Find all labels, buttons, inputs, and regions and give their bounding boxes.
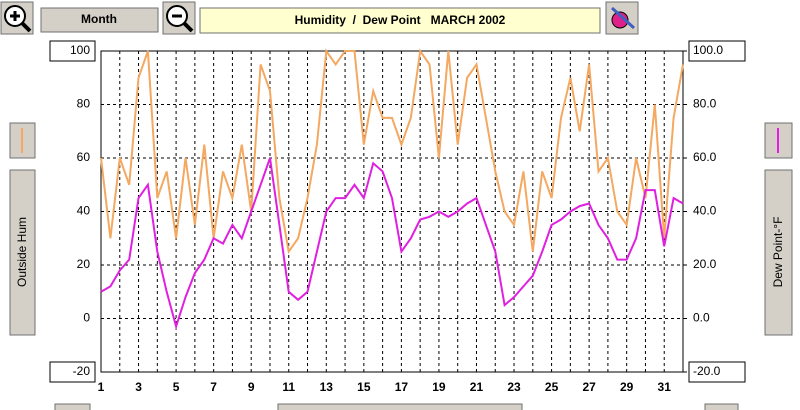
y2-tick-label: 20.0 xyxy=(693,257,717,271)
zoom-out-button[interactable] xyxy=(162,1,196,35)
y-tick-label: -20 xyxy=(73,364,91,378)
y-tick-label: 80 xyxy=(77,97,91,111)
y2-axis-label: Dew Point-°F xyxy=(771,217,785,288)
scroll-bar[interactable] xyxy=(277,403,523,410)
chart-title: Humidity / Dew Point MARCH 2002 xyxy=(295,13,506,27)
data-line xyxy=(100,157,684,331)
y-tick-label: 60 xyxy=(77,150,91,164)
x-tick-label: 3 xyxy=(135,380,142,394)
y-tick-label: 100 xyxy=(70,43,90,57)
tick-box xyxy=(49,40,96,62)
period-label: Month xyxy=(81,12,117,26)
x-tick-label: 13 xyxy=(320,380,334,394)
y2-tick-label: -20.0 xyxy=(693,364,721,378)
y2-tick-label: 100.0 xyxy=(693,43,723,57)
y-axis-label: Outside Hum xyxy=(15,217,29,287)
axis-label-button[interactable] xyxy=(9,169,36,336)
y-tick-label: 20 xyxy=(77,257,91,271)
tick-box xyxy=(688,40,746,62)
period-button[interactable] xyxy=(40,7,159,33)
data-line xyxy=(100,48,684,255)
x-tick-label: 27 xyxy=(582,380,596,394)
x-tick-label: 19 xyxy=(432,380,446,394)
x-tick-label: 5 xyxy=(173,380,180,394)
x-tick-label: 25 xyxy=(545,380,559,394)
y2-tick-label: 0.0 xyxy=(693,311,710,325)
zoom-in-button[interactable] xyxy=(0,1,34,35)
axis-label-button[interactable] xyxy=(764,169,793,336)
x-tick-label: 29 xyxy=(620,380,634,394)
x-tick-label: 11 xyxy=(282,380,295,394)
y2-tick-label: 80.0 xyxy=(693,97,717,111)
y-tick-label: 0 xyxy=(83,311,90,325)
scroll-button[interactable] xyxy=(54,403,91,410)
x-tick-label: 15 xyxy=(357,380,371,394)
x-tick-label: 17 xyxy=(395,380,409,394)
x-tick-label: 21 xyxy=(470,380,484,394)
y2-tick-label: 40.0 xyxy=(693,204,717,218)
x-tick-label: 31 xyxy=(658,380,672,394)
x-tick-label: 23 xyxy=(507,380,521,394)
y-tick-label: 40 xyxy=(77,204,91,218)
x-tick-label: 9 xyxy=(248,380,255,394)
color-button[interactable] xyxy=(605,1,639,35)
x-tick-label: 7 xyxy=(210,380,217,394)
scroll-button[interactable] xyxy=(704,403,739,410)
tick-box xyxy=(688,361,746,383)
x-tick-label: 1 xyxy=(98,380,105,394)
y2-tick-label: 60.0 xyxy=(693,150,717,164)
title-box xyxy=(199,7,601,34)
tick-box xyxy=(49,361,96,383)
